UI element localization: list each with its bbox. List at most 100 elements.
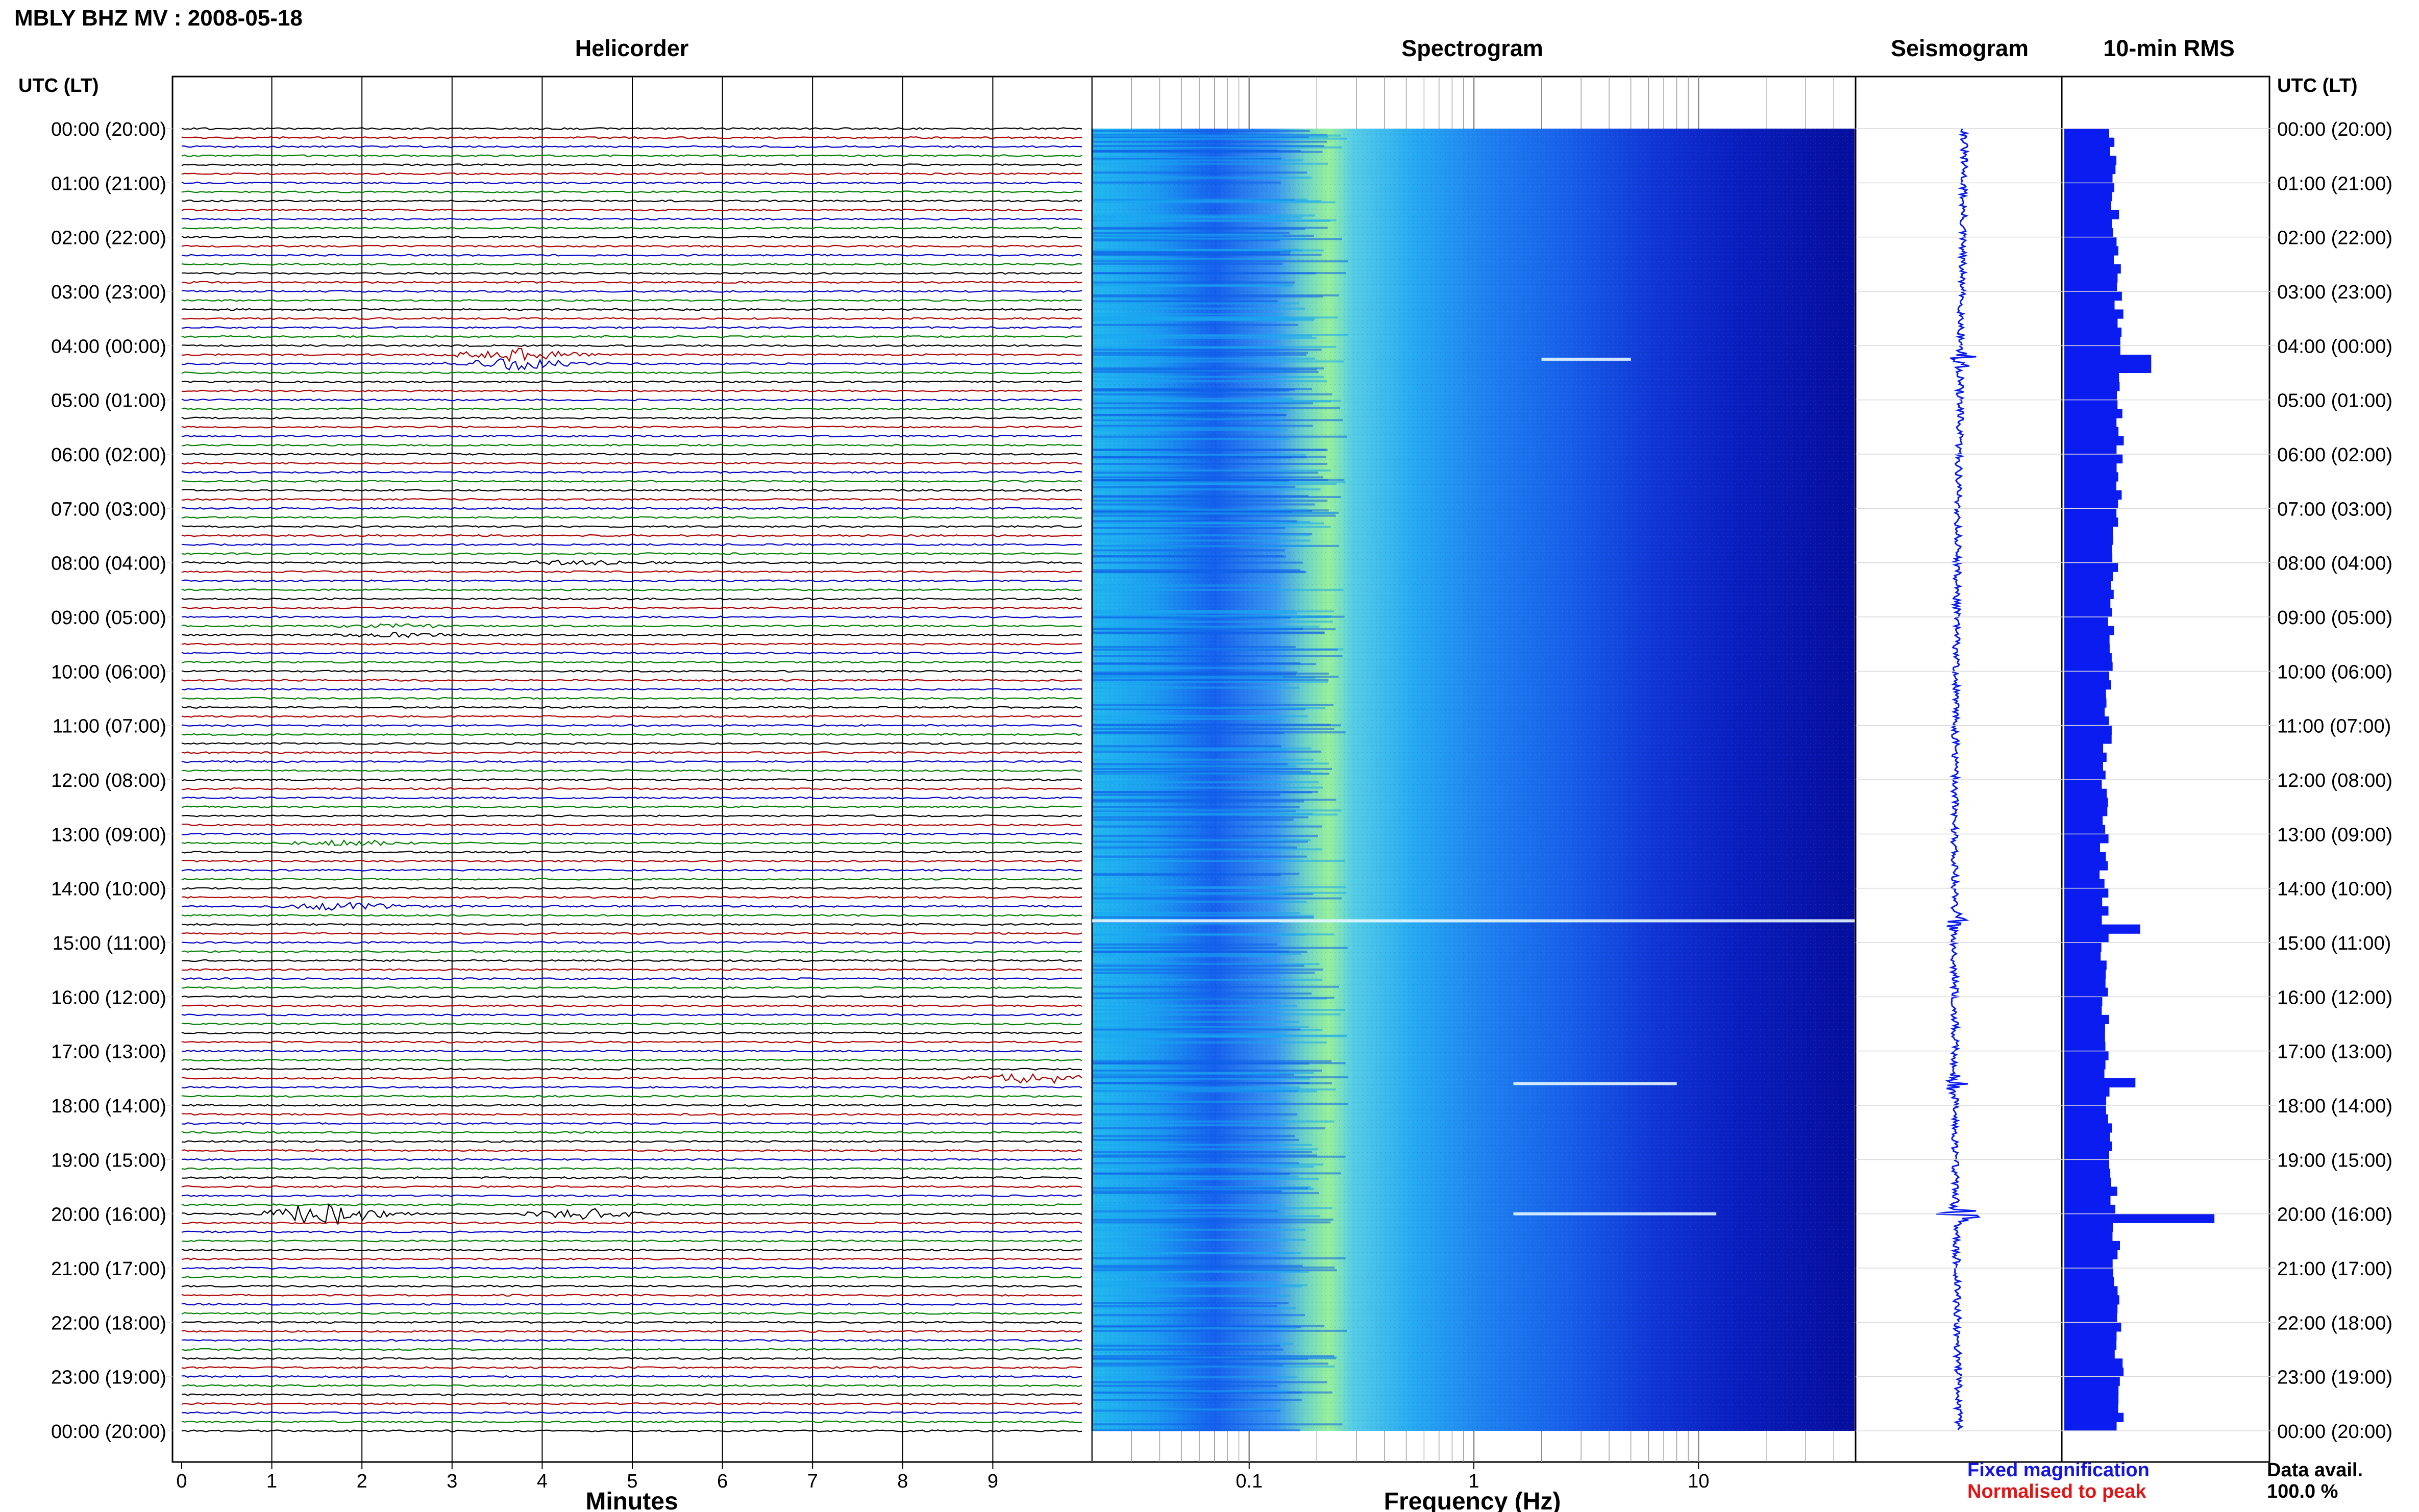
helicorder-trace [181, 263, 1082, 266]
helicorder-trace [181, 1122, 1082, 1125]
helicorder-trace [181, 1104, 1082, 1107]
helicorder-trace [181, 516, 1082, 519]
helicorder-trace [181, 832, 1082, 836]
helicorder-trace [181, 470, 1082, 474]
rms-bar [2064, 780, 2102, 789]
rms-bar [2064, 924, 2140, 934]
spectrogram-row-band [1093, 181, 1281, 184]
spectrogram-row-band [1093, 237, 1306, 240]
y-axis-label-right: UTC (LT) [2277, 75, 2358, 96]
helicorder-trace [181, 869, 1082, 872]
helicorder-trace [181, 1402, 1082, 1405]
spectrogram-row-band [1093, 1005, 1297, 1007]
spectrogram-row-band [1093, 354, 1306, 356]
spectrogram-row-band [1093, 724, 1341, 727]
spectrogram-row-band [1093, 449, 1326, 451]
spectrogram-row-band [1093, 1060, 1332, 1062]
spectrogram-row-band [1093, 1135, 1295, 1137]
rms-bar [2064, 1403, 2118, 1413]
hour-tick-label-left: 21:00 (17:00) [51, 1258, 166, 1280]
spectrogram-row-band [1093, 1327, 1296, 1329]
hour-tick-label-left: 11:00 (07:00) [53, 716, 166, 737]
helicorder-trace [181, 896, 1082, 899]
spectrogram-row-band [1093, 510, 1313, 512]
spectrogram-row-band [1093, 533, 1313, 535]
spectrogram-row-band [1093, 534, 1311, 536]
helicorder-trace [181, 507, 1082, 510]
rms-bar [2064, 906, 2109, 916]
spectrogram-row-band [1093, 846, 1297, 849]
spectrogram-row-band [1093, 352, 1308, 354]
spectrogram-row-band [1093, 234, 1284, 237]
spectrogram-row-band [1093, 718, 1284, 721]
spectrogram-row-band [1093, 1162, 1299, 1164]
spectrogram-row-band [1093, 514, 1336, 517]
hour-tick-label-left: 05:00 (01:00) [51, 390, 166, 412]
spectrogram-row-band [1093, 313, 1283, 315]
helicorder-trace [181, 1357, 1082, 1360]
hour-tick-label-right: 17:00 (13:00) [2277, 1042, 2392, 1063]
helicorder-trace [181, 814, 1082, 817]
rms-bar [2064, 1204, 2115, 1214]
spectrogram-row-band [1093, 800, 1304, 803]
helicorder-trace [181, 760, 1082, 763]
spectrogram-row-band [1093, 1252, 1301, 1254]
rms-bar [2064, 1358, 2123, 1368]
helicorder-trace [181, 552, 1082, 555]
rms-bar [2064, 644, 2110, 654]
rms-bar [2064, 915, 2102, 925]
spectrogram-row-band [1093, 794, 1280, 796]
rms-bar [2064, 798, 2108, 807]
spectrogram-row-band [1093, 649, 1338, 651]
helicorder-trace [181, 968, 1082, 971]
spectrogram-row-band [1093, 488, 1321, 491]
helicorder-trace [181, 959, 1082, 962]
rms-bar [2064, 517, 2118, 527]
helicorder-trace [181, 145, 1082, 148]
spectrogram-row-band [1093, 1172, 1341, 1175]
helicorder-trace [181, 839, 1082, 847]
spectrogram-row-band [1093, 1345, 1280, 1347]
spectrogram-row-band [1093, 655, 1343, 657]
spectrogram-row-band [1093, 912, 1300, 914]
rms-bar [2064, 382, 2120, 391]
rms-bar [2064, 400, 2118, 409]
helicorder-trace [181, 995, 1082, 999]
hour-tick-label-right: 12:00 (08:00) [2277, 770, 2392, 791]
hour-tick-label-right: 18:00 (14:00) [2277, 1096, 2392, 1117]
spectrogram-row-band [1093, 901, 1307, 903]
hour-tick-label-left: 18:00 (14:00) [51, 1096, 166, 1117]
hour-tick-label-left: 15:00 (11:00) [53, 933, 166, 954]
rms-bar [2064, 562, 2118, 572]
spectrogram-row-band [1093, 715, 1308, 717]
rms-bar [2064, 508, 2117, 518]
spectrogram-row-band [1093, 631, 1325, 634]
spectrogram-row-band [1093, 615, 1332, 617]
spectrogram-row-band [1093, 1211, 1284, 1214]
rms-bar [2064, 743, 2104, 753]
spectrogram-row-band [1093, 1399, 1302, 1401]
helicorder-trace [181, 1239, 1082, 1243]
helicorder-trace [181, 1013, 1082, 1017]
spectrogram-row-band [1093, 522, 1324, 525]
rms-bar [2064, 1169, 2111, 1178]
helicorder-trace [181, 317, 1082, 320]
spectrogram-row-band [1093, 335, 1313, 337]
helicorder-trace [181, 227, 1082, 230]
helicorder-trace [181, 1167, 1082, 1170]
hour-tick-label-left: 19:00 (15:00) [51, 1150, 166, 1171]
hour-tick-label-right: 10:00 (06:00) [2277, 661, 2392, 683]
spectrogram-row-band [1093, 1265, 1303, 1267]
spectrogram-row-band [1093, 1120, 1335, 1123]
spectrogram-row-band [1093, 707, 1325, 709]
helicorder-trace [181, 697, 1082, 700]
spectrogram-row-band [1093, 368, 1318, 371]
rms-bar [2064, 1105, 2106, 1115]
spectrogram-row-band [1093, 1284, 1307, 1286]
spectrogram-row-band [1093, 249, 1298, 251]
spectrogram-row-band [1093, 307, 1305, 310]
rms-bar [2064, 553, 2113, 563]
spectrogram-row-band [1093, 891, 1347, 894]
rms-bar [2064, 1223, 2113, 1232]
helicorder-trace [181, 679, 1082, 682]
